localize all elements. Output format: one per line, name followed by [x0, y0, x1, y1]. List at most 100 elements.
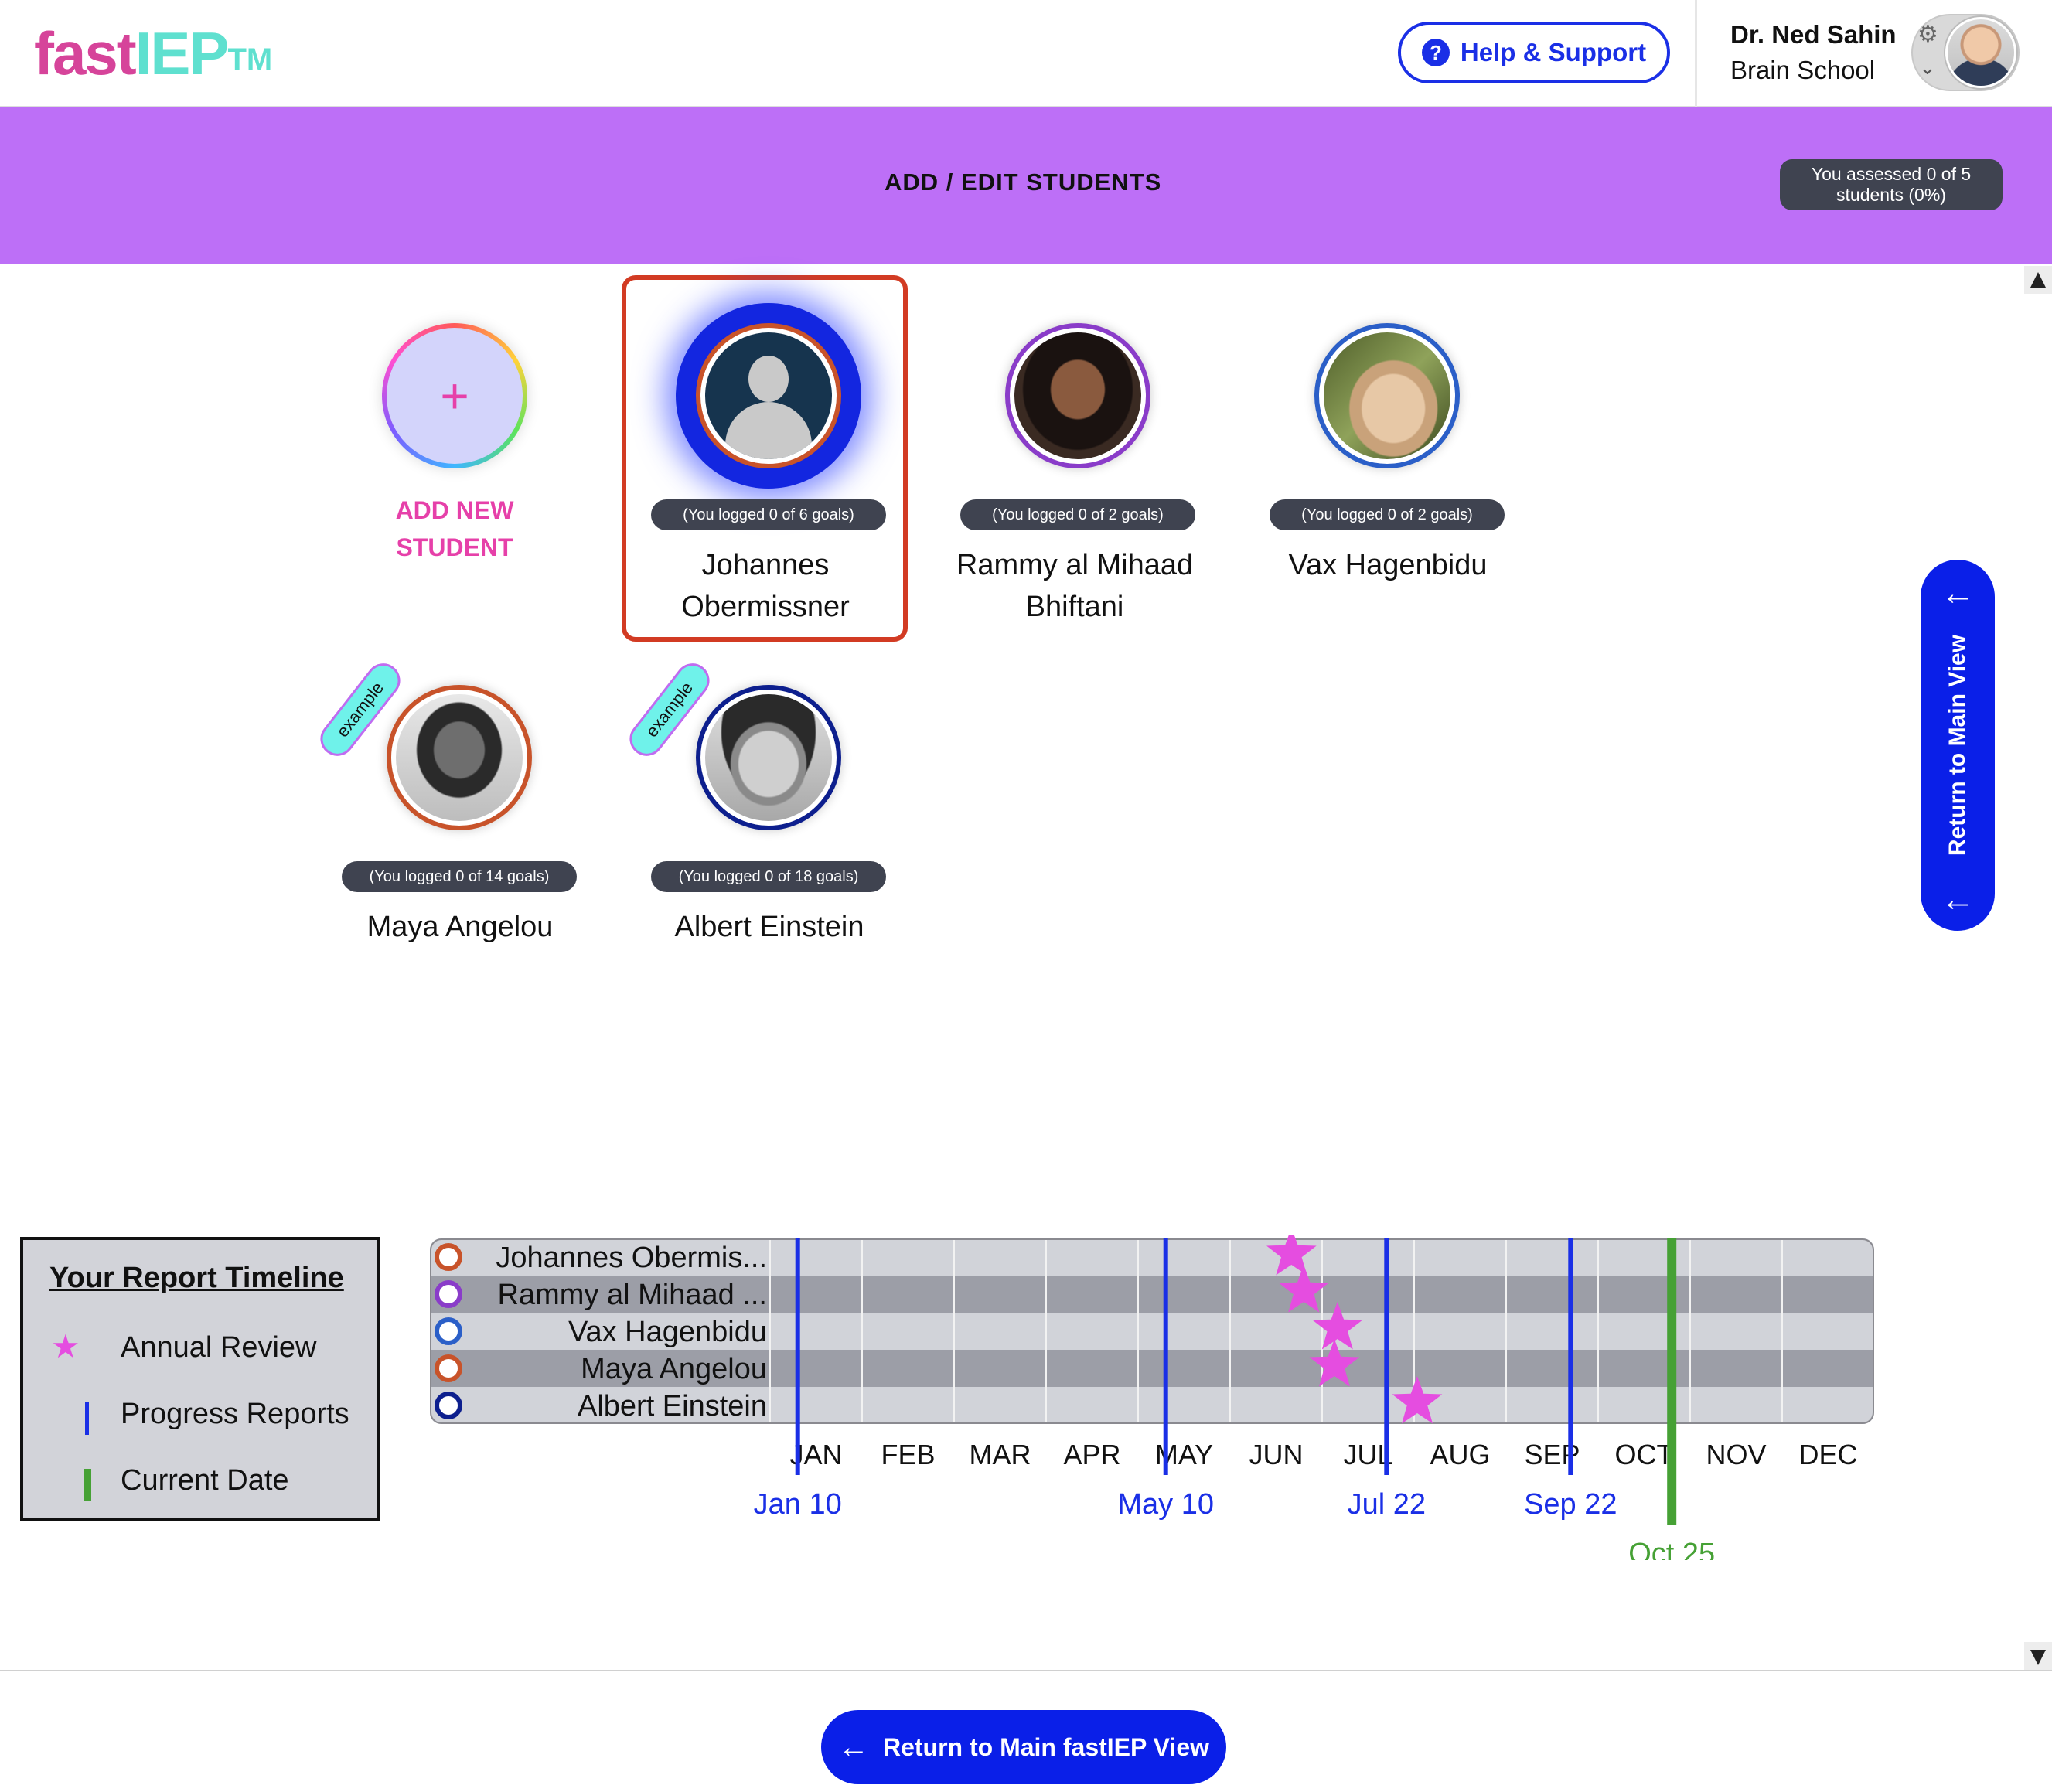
student-photo[interactable] [705, 694, 832, 821]
arrow-left-icon: ← [1941, 574, 1975, 612]
top-header: fastIEPTM ? Help & Support Dr. Ned Sahin… [0, 0, 2052, 107]
silhouette-body [725, 402, 812, 459]
add-new-student-button[interactable]: + [382, 323, 527, 468]
student-name[interactable]: Rammy al Mihaad Bhiftani [928, 544, 1222, 628]
student-photo[interactable] [396, 694, 523, 821]
timeline-frame [430, 1238, 1874, 1424]
current-date-label: Oct 25 [1628, 1538, 1715, 1560]
student-name-line-1: Albert Einstein [674, 911, 864, 943]
help-support-label: Help & Support [1460, 38, 1647, 66]
student-photo[interactable] [1324, 332, 1450, 459]
timeline-row-bg [430, 1313, 1874, 1350]
return-to-main-fastiep-label: Return to Main fastIEP View [882, 1732, 1209, 1761]
legend-annual-review-label: Annual Review [121, 1331, 317, 1364]
row-student-ring-icon [435, 1354, 462, 1382]
chevron-down-icon[interactable]: ⌄ [1919, 56, 1936, 79]
month-tick-label: DEC [1798, 1439, 1857, 1470]
plus-icon: + [387, 328, 523, 464]
student-name-line-1: Johannes [701, 549, 830, 581]
month-tick-label: APR [1063, 1439, 1120, 1470]
annual-review-star [1278, 1265, 1329, 1313]
timeline-row-label: Johannes Obermis... [496, 1242, 767, 1274]
student-name-line-1: Vax Hagenbidu [1288, 549, 1488, 581]
student-name-line-1: Maya Angelou [366, 911, 554, 943]
user-name: Dr. Ned Sahin [1730, 20, 1897, 49]
student-name[interactable]: Vax Hagenbidu [1237, 544, 1539, 586]
annual-review-star [1312, 1302, 1363, 1350]
current-date-bar-icon [84, 1469, 91, 1501]
header-divider [1695, 0, 1697, 107]
assessed-status-badge: You assessed 0 of 5 students (0%) [1780, 159, 2003, 210]
help-support-button[interactable]: ? Help & Support [1398, 22, 1670, 83]
timeline-row-bg [430, 1276, 1874, 1313]
student-name-line-2: Obermissner [681, 591, 850, 623]
student-name[interactable]: Johannes Obermissner [642, 544, 889, 628]
student-logged-badge: (You logged 0 of 14 goals) [342, 861, 577, 892]
timeline-row-bg [430, 1350, 1874, 1387]
row-student-ring-icon [435, 1280, 462, 1308]
logo-iep: IEP [135, 19, 230, 87]
student-logged-badge: (You logged 0 of 2 goals) [1270, 499, 1505, 530]
month-tick-label: MAR [970, 1439, 1031, 1470]
return-to-main-fastiep-button[interactable]: ← Return to Main fastIEP View [821, 1710, 1226, 1784]
add-label-line-2: STUDENT [396, 533, 513, 561]
progress-report-label: Sep 22 [1524, 1488, 1617, 1521]
student-photo[interactable] [1014, 332, 1141, 459]
legend-title: Your Report Timeline [49, 1262, 344, 1294]
example-badge-text: example [332, 678, 388, 741]
example-badge-text: example [642, 678, 697, 741]
page-title: ADD / EDIT STUDENTS [885, 169, 1162, 196]
row-student-ring-icon [435, 1317, 462, 1345]
month-tick-label: NOV [1706, 1439, 1766, 1470]
row-student-ring-icon [435, 1392, 462, 1419]
arrow-left-icon: ← [1941, 881, 1975, 918]
return-to-main-view-tab[interactable]: ← Return to Main View ← [1921, 560, 1995, 931]
student-logged-badge: (You logged 0 of 2 goals) [960, 499, 1195, 530]
assessed-line-1: You assessed 0 of 5 [1811, 164, 1972, 184]
legend-current-date-label: Current Date [121, 1464, 289, 1497]
timeline-row-bg [430, 1238, 1874, 1276]
month-tick-label: OCT [1615, 1439, 1674, 1470]
student-logged-badge: (You logged 0 of 6 goals) [651, 499, 886, 530]
student-logged-badge: (You logged 0 of 18 goals) [651, 861, 886, 892]
arrow-left-icon: ← [837, 1730, 869, 1764]
annual-review-star [1266, 1235, 1317, 1276]
student-name[interactable]: Maya Angelou [317, 906, 603, 948]
user-school: Brain School [1730, 56, 1876, 84]
timeline-row-label: Maya Angelou [581, 1353, 767, 1385]
timeline-row-label: Vax Hagenbidu [568, 1316, 767, 1348]
silhouette-head [748, 356, 789, 402]
progress-line-icon [85, 1402, 89, 1435]
user-avatar[interactable] [1945, 17, 2016, 88]
assessed-line-2: students (0%) [1836, 185, 1946, 205]
timeline-row-label: Albert Einstein [578, 1390, 767, 1422]
timeline-rows [430, 1238, 1874, 1424]
timeline-row-label: Rammy al Mihaad ... [498, 1279, 767, 1311]
question-icon: ? [1421, 39, 1450, 66]
annual-review-star [1309, 1339, 1360, 1387]
section-banner [0, 107, 2052, 264]
star-icon: ★ [51, 1328, 80, 1364]
student-name-line-2: Bhiftani [1025, 591, 1124, 623]
gear-icon[interactable]: ⚙ [1917, 22, 1938, 47]
add-new-student-label[interactable]: ADD NEW STUDENT [346, 492, 563, 566]
month-tick-label: JUN [1249, 1439, 1304, 1470]
progress-report-label: May 10 [1117, 1488, 1214, 1521]
month-tick-label: AUG [1430, 1439, 1490, 1470]
footer-divider [0, 1670, 2052, 1671]
current-date-bar [1667, 1238, 1677, 1525]
report-timeline-chart: Johannes Obermis... Rammy al Mihaad ... Va… [430, 1235, 1874, 1560]
selected-student-card[interactable] [622, 275, 908, 642]
progress-report-label: Jul 22 [1348, 1488, 1426, 1521]
student-name[interactable]: Albert Einstein [626, 906, 912, 948]
return-to-main-view-label: Return to Main View [1945, 634, 1970, 857]
annual-review-star [1392, 1376, 1443, 1424]
student-name-line-1: Rammy al Mihaad [956, 549, 1194, 581]
logo-tm: TM [227, 43, 273, 77]
fastiep-logo[interactable]: fastIEPTM [34, 19, 272, 88]
default-avatar-icon[interactable] [705, 332, 832, 459]
scroll-up-arrow[interactable] [2024, 266, 2052, 294]
scroll-down-arrow[interactable] [2024, 1642, 2052, 1670]
row-student-ring-icon [435, 1243, 462, 1271]
